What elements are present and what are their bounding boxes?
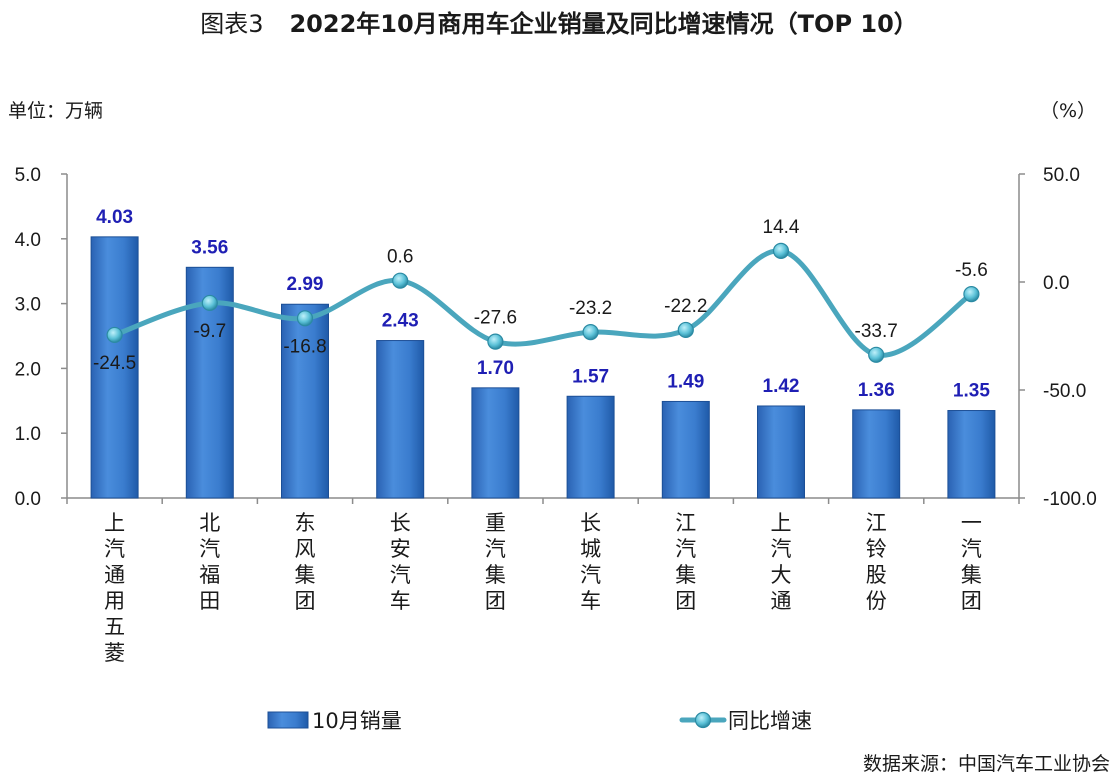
left-tick-label: 0.0 bbox=[15, 489, 41, 510]
growth-value-label: -9.7 bbox=[193, 321, 226, 342]
legend-line-label: 同比增速 bbox=[728, 709, 812, 733]
data-source: 数据来源：中国汽车工业协会 bbox=[862, 753, 1110, 775]
bar-6 bbox=[566, 395, 615, 499]
category-label: 东风集团 bbox=[295, 511, 316, 613]
left-axis-unit: 单位：万辆 bbox=[8, 100, 104, 122]
chart-title-prefix: 图表3 bbox=[200, 10, 264, 38]
growth-value-label: 0.6 bbox=[387, 247, 413, 268]
growth-value-label: -16.8 bbox=[283, 336, 326, 357]
bar-3 bbox=[281, 303, 329, 499]
category-label: 长安汽车 bbox=[390, 511, 411, 613]
growth-point-8 bbox=[772, 242, 790, 259]
growth-point-5 bbox=[487, 333, 504, 350]
bar-7 bbox=[661, 400, 710, 499]
growth-point-2 bbox=[201, 294, 218, 312]
growth-value-label: -22.2 bbox=[664, 296, 707, 317]
category-label: 北汽福田 bbox=[199, 511, 220, 613]
bar-value-label: 2.43 bbox=[382, 311, 419, 332]
left-tick-label: 1.0 bbox=[15, 424, 41, 445]
category-label: 上汽大通 bbox=[771, 511, 792, 613]
bar-value-label: 1.36 bbox=[858, 380, 895, 401]
category-label: 江汽集团 bbox=[675, 511, 696, 613]
growth-value-label: -33.7 bbox=[855, 321, 898, 342]
category-label: 一汽集团 bbox=[961, 511, 982, 613]
growth-value-label: 14.4 bbox=[763, 217, 800, 238]
growth-point-1 bbox=[106, 326, 123, 344]
growth-point-3 bbox=[296, 310, 314, 327]
growth-value-label: -23.2 bbox=[569, 298, 612, 319]
category-label: 重汽集团 bbox=[485, 511, 506, 613]
bar-1 bbox=[90, 236, 139, 499]
bar-value-label: 1.35 bbox=[953, 381, 990, 402]
right-axis-unit: （%） bbox=[1039, 100, 1096, 122]
bar-value-label: 3.56 bbox=[191, 237, 228, 258]
growth-point-4 bbox=[392, 272, 409, 289]
growth-value-label: -24.5 bbox=[93, 353, 136, 374]
bar-9 bbox=[852, 409, 901, 499]
bar-value-label: 4.03 bbox=[96, 207, 133, 228]
growth-point-10 bbox=[963, 285, 980, 303]
chart-title-main: 2022年10月商用车企业销量及同比增速情况（TOP 10） bbox=[289, 10, 918, 38]
bar-value-label: 1.42 bbox=[763, 376, 800, 397]
right-tick-label: -100.0 bbox=[1043, 489, 1097, 510]
bar-10 bbox=[947, 410, 996, 499]
legend-bar-swatch bbox=[267, 711, 309, 729]
legend-bar-label: 10月销量 bbox=[312, 709, 402, 733]
right-tick-label: 0.0 bbox=[1043, 273, 1069, 294]
growth-point-6 bbox=[582, 324, 599, 341]
growth-line bbox=[112, 248, 974, 358]
legend-line-marker bbox=[694, 711, 712, 729]
category-label: 上汽通用五菱 bbox=[104, 511, 125, 665]
left-tick-label: 2.0 bbox=[15, 359, 41, 380]
bar-8 bbox=[757, 405, 805, 499]
left-tick-label: 4.0 bbox=[15, 230, 41, 251]
bar-value-label: 2.99 bbox=[287, 274, 324, 295]
chart-title: 图表3 2022年10月商用车企业销量及同比增速情况（TOP 10） bbox=[0, 4, 1118, 39]
bar-value-label: 1.70 bbox=[477, 358, 514, 379]
growth-point-7 bbox=[677, 321, 694, 339]
left-tick-label: 3.0 bbox=[15, 295, 41, 316]
right-tick-label: -50.0 bbox=[1043, 381, 1086, 402]
growth-value-label: -27.6 bbox=[474, 308, 517, 329]
growth-value-label: -5.6 bbox=[955, 260, 988, 281]
category-label: 江铃股份 bbox=[866, 511, 887, 613]
left-tick-label: 5.0 bbox=[15, 165, 41, 186]
right-tick-label: 50.0 bbox=[1043, 165, 1080, 186]
bar-5 bbox=[471, 387, 520, 499]
growth-point-9 bbox=[868, 346, 885, 363]
category-label: 长城汽车 bbox=[580, 511, 601, 613]
bar-value-label: 1.57 bbox=[572, 366, 609, 387]
bar-4 bbox=[376, 340, 425, 499]
bar-value-label: 1.49 bbox=[667, 371, 704, 392]
